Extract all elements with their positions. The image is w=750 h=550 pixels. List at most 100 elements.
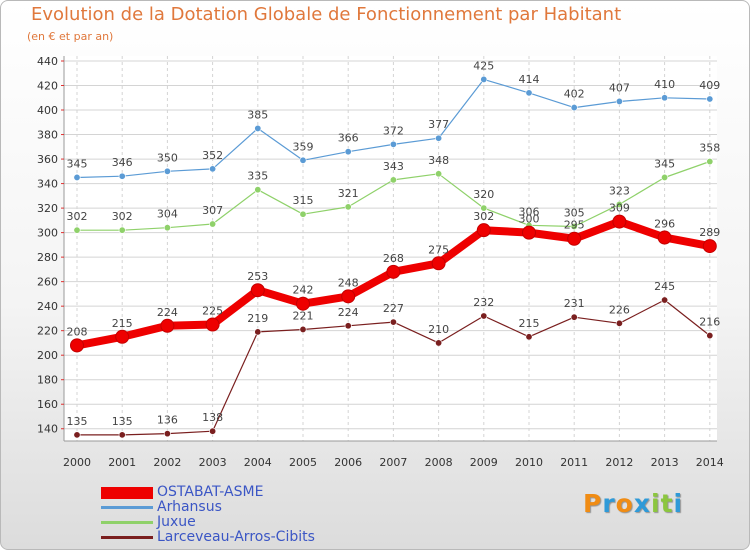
data-label-ostabat-asme-2009: 302 (473, 210, 494, 223)
data-point-larceveau-arros-cibits-2005 (299, 325, 307, 333)
data-label-ostabat-asme-2000: 208 (67, 325, 88, 338)
data-point-larceveau-arros-cibits-2007 (389, 318, 397, 326)
y-tick-label-360: 360 (37, 153, 58, 166)
x-tick-label-2009: 2009 (470, 456, 498, 469)
data-label-ostabat-asme-2004: 253 (247, 270, 268, 283)
data-label-larceveau-arros-cibits-2012: 226 (609, 303, 630, 316)
data-label-arhansus-2007: 372 (383, 124, 404, 137)
data-label-ostabat-asme-2006: 248 (338, 276, 359, 289)
legend-swatch-juxue (101, 521, 153, 524)
logo-letter: P (583, 489, 603, 518)
data-point-ostabat-asme-2011 (567, 231, 582, 246)
data-label-ostabat-asme-2002: 224 (157, 306, 178, 319)
data-label-juxue-2010: 306 (519, 205, 540, 218)
x-tick-label-2010: 2010 (515, 456, 543, 469)
data-point-arhansus-2011 (570, 104, 578, 112)
x-tick-label-2008: 2008 (425, 456, 453, 469)
data-label-arhansus-2009: 425 (473, 59, 494, 72)
data-label-arhansus-2004: 385 (247, 108, 268, 121)
data-label-ostabat-asme-2008: 275 (428, 243, 449, 256)
data-label-ostabat-asme-2010: 300 (519, 213, 540, 226)
data-label-juxue-2001: 302 (112, 210, 133, 223)
data-point-ostabat-asme-2007 (386, 264, 401, 279)
data-label-ostabat-asme-2014: 289 (699, 226, 720, 239)
data-label-ostabat-asme-2007: 268 (383, 252, 404, 265)
y-tick-label-320: 320 (37, 202, 58, 215)
x-tick-label-2013: 2013 (651, 456, 679, 469)
data-label-larceveau-arros-cibits-2000: 135 (67, 415, 88, 428)
data-point-juxue-2012 (615, 200, 623, 208)
data-label-arhansus-2008: 377 (428, 118, 449, 131)
data-point-arhansus-2004 (254, 124, 262, 132)
data-point-ostabat-asme-2009 (476, 223, 491, 238)
data-point-juxue-2005 (299, 210, 307, 218)
x-tick-label-2001: 2001 (108, 456, 136, 469)
data-point-larceveau-arros-cibits-2008 (435, 339, 443, 347)
y-tick-label-220: 220 (37, 325, 58, 338)
data-label-juxue-2003: 307 (202, 204, 223, 217)
data-point-arhansus-2009 (480, 75, 488, 83)
data-label-juxue-2006: 321 (338, 187, 359, 200)
x-tick-label-2007: 2007 (379, 456, 407, 469)
data-label-arhansus-2005: 359 (293, 140, 314, 153)
data-point-ostabat-asme-2000 (70, 338, 84, 353)
data-label-larceveau-arros-cibits-2003: 138 (202, 411, 223, 424)
data-point-arhansus-2008 (435, 134, 443, 142)
data-label-larceveau-arros-cibits-2001: 135 (112, 415, 133, 428)
legend-label-ostabat-asme: OSTABAT-ASME (157, 484, 264, 500)
data-point-juxue-2007 (389, 176, 397, 184)
data-label-arhansus-2012: 407 (609, 81, 630, 94)
data-point-juxue-2000 (73, 226, 81, 234)
data-point-ostabat-asme-2013 (657, 230, 672, 245)
x-tick-label-2012: 2012 (605, 456, 633, 469)
data-label-ostabat-asme-2005: 242 (293, 284, 314, 297)
data-point-juxue-2002 (163, 224, 171, 232)
data-point-juxue-2001 (118, 226, 126, 234)
logo-letter: o (615, 489, 634, 518)
y-tick-label-300: 300 (37, 227, 58, 240)
data-label-larceveau-arros-cibits-2005: 221 (293, 309, 314, 322)
data-point-larceveau-arros-cibits-2002 (163, 430, 171, 438)
chart-subtitle: (en € et par an) (27, 30, 114, 43)
y-tick-label-140: 140 (37, 423, 58, 436)
y-tick-label-280: 280 (37, 251, 58, 264)
data-point-larceveau-arros-cibits-2004 (254, 328, 262, 336)
x-tick-label-2014: 2014 (696, 456, 724, 469)
x-tick-label-2005: 2005 (289, 456, 317, 469)
data-point-ostabat-asme-2004 (250, 283, 265, 298)
data-point-ostabat-asme-2006 (341, 289, 356, 304)
data-point-ostabat-asme-2003 (205, 317, 220, 332)
data-point-arhansus-2007 (389, 140, 397, 148)
data-label-juxue-2011: 305 (564, 206, 585, 219)
data-label-larceveau-arros-cibits-2014: 216 (699, 316, 720, 329)
data-label-juxue-2005: 315 (293, 194, 314, 207)
data-label-larceveau-arros-cibits-2006: 224 (338, 306, 359, 319)
data-point-larceveau-arros-cibits-2013 (661, 296, 669, 304)
y-tick-label-240: 240 (37, 300, 58, 313)
data-label-larceveau-arros-cibits-2002: 136 (157, 414, 178, 427)
data-point-larceveau-arros-cibits-2012 (615, 319, 623, 327)
data-point-larceveau-arros-cibits-2009 (480, 312, 488, 320)
data-label-ostabat-asme-2012: 309 (609, 202, 630, 215)
data-label-arhansus-2011: 402 (564, 88, 585, 101)
data-point-arhansus-2013 (661, 94, 669, 102)
y-tick-label-200: 200 (37, 349, 58, 362)
data-point-larceveau-arros-cibits-2001 (118, 431, 126, 439)
y-tick-label-160: 160 (37, 398, 58, 411)
data-point-juxue-2009 (480, 204, 488, 212)
data-point-larceveau-arros-cibits-2010 (525, 333, 533, 341)
y-tick-label-400: 400 (37, 104, 58, 117)
data-label-juxue-2008: 348 (428, 154, 449, 167)
y-tick-label-340: 340 (37, 178, 58, 191)
data-point-larceveau-arros-cibits-2011 (570, 313, 578, 321)
data-point-arhansus-2006 (344, 148, 352, 156)
data-label-juxue-2014: 358 (699, 142, 720, 155)
data-label-juxue-2004: 335 (247, 170, 268, 183)
data-label-ostabat-asme-2013: 296 (654, 218, 675, 231)
y-tick-label-260: 260 (37, 276, 58, 289)
data-label-arhansus-2003: 352 (202, 149, 223, 162)
data-label-juxue-2002: 304 (157, 208, 178, 221)
data-point-larceveau-arros-cibits-2006 (344, 322, 352, 330)
y-tick-label-380: 380 (37, 129, 58, 142)
